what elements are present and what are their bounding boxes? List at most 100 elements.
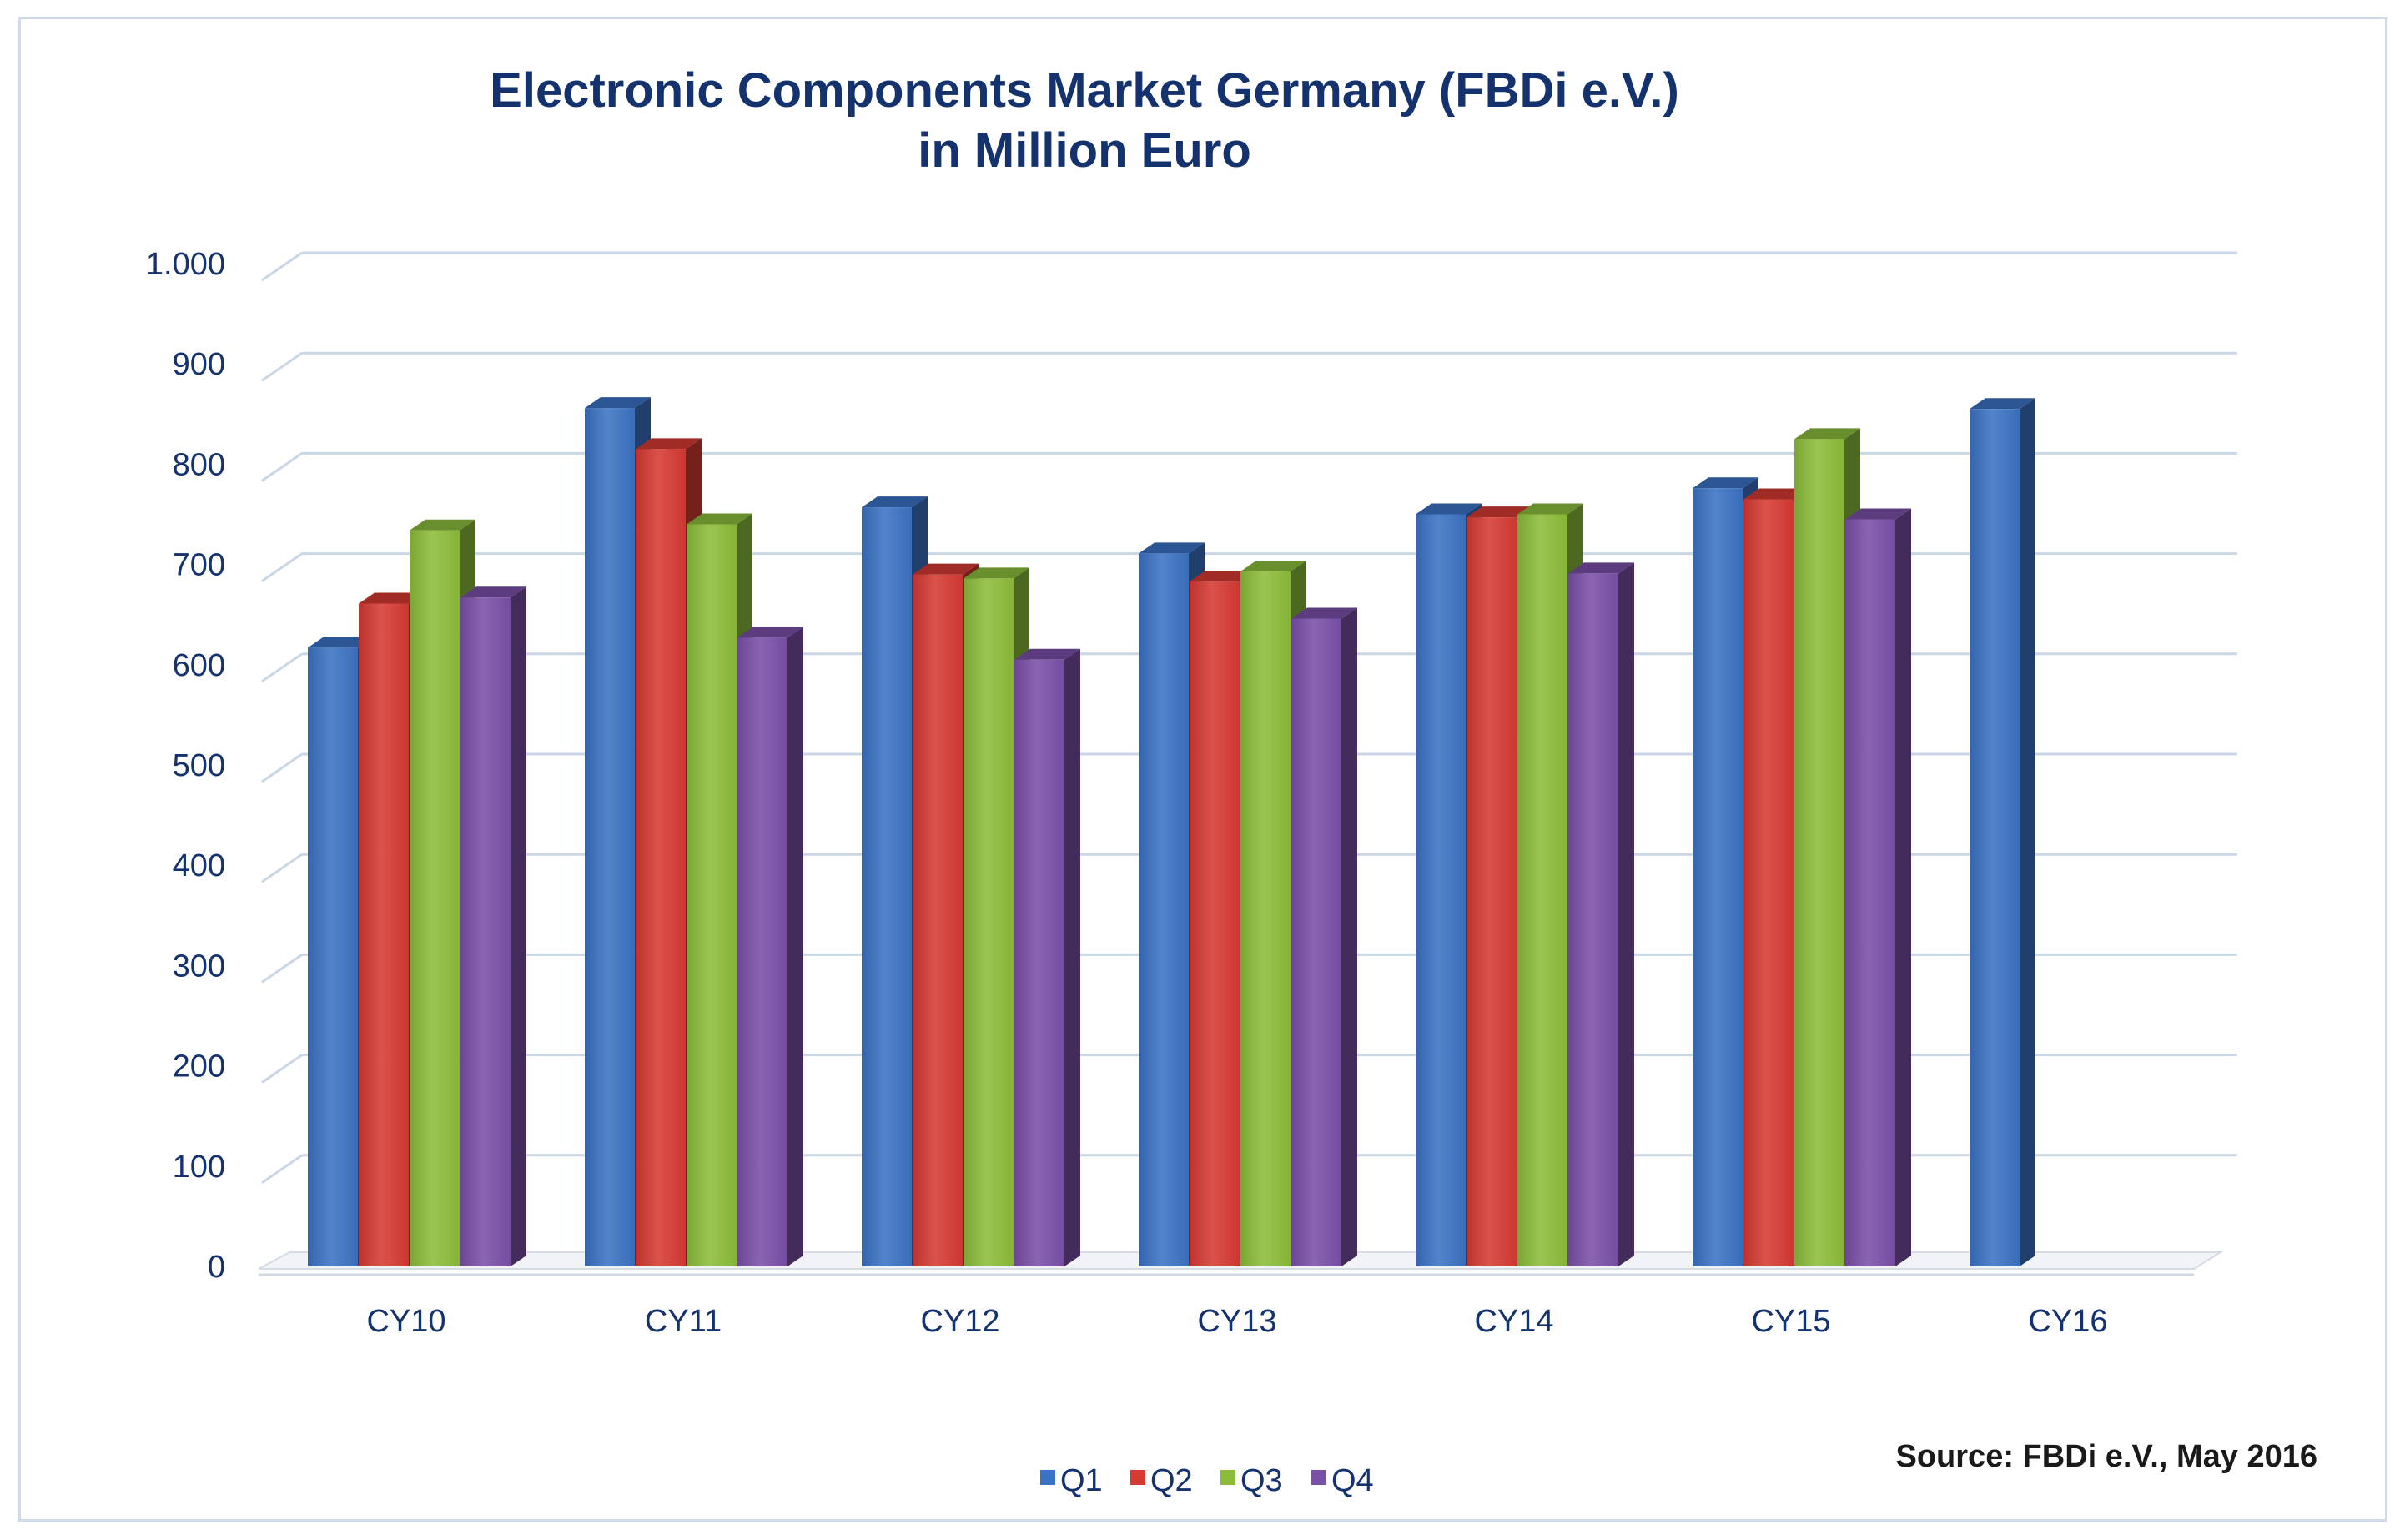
gridline-side (261, 351, 303, 382)
bar-top (1291, 607, 1357, 619)
x-category-label: CY10 (366, 1304, 445, 1339)
legend-item-q2: Q2 (1130, 1463, 1193, 1498)
x-category-label: CY14 (1474, 1304, 1553, 1339)
gridline-side (261, 1054, 303, 1084)
legend-label: Q1 (1060, 1463, 1103, 1498)
bar-front (913, 574, 963, 1266)
gridline-side (261, 752, 303, 783)
legend-item-q3: Q3 (1220, 1463, 1283, 1498)
y-tick-label: 100 (173, 1150, 225, 1185)
bar-top (1568, 562, 1634, 574)
bar-top (913, 563, 979, 575)
bar-top (1240, 561, 1306, 572)
bar-side (1895, 508, 1911, 1266)
gridline-side (261, 552, 303, 582)
legend-item-q4: Q4 (1311, 1463, 1374, 1498)
bar-q4-cy14 (1568, 562, 1634, 1266)
bar-front (359, 603, 409, 1266)
bar-front (862, 507, 912, 1266)
gridline-side (261, 652, 303, 683)
bars (308, 397, 2035, 1266)
bar-front (1190, 581, 1240, 1266)
bar-side (1341, 607, 1357, 1266)
bar-front (1240, 571, 1291, 1266)
bar-front (1970, 409, 2020, 1266)
bar-front (687, 524, 737, 1266)
y-tick-label: 0 (208, 1250, 225, 1285)
legend-label: Q4 (1331, 1463, 1374, 1498)
bar-top (359, 592, 425, 604)
bar-top (308, 637, 374, 648)
bar-top (1416, 503, 1482, 515)
bar-top (862, 496, 928, 508)
bar-top (1794, 428, 1860, 440)
bar-top (460, 586, 526, 598)
bar-front (1794, 439, 1844, 1266)
gridline-side (261, 1154, 303, 1185)
bar-top (1845, 508, 1911, 520)
bar-top (737, 627, 803, 638)
x-category-label: CY15 (1751, 1304, 1830, 1339)
legend-label: Q2 (1150, 1463, 1193, 1498)
y-tick-label: 1.000 (146, 247, 225, 282)
bar-front (636, 449, 686, 1266)
bar-front (737, 637, 787, 1266)
bar-front (1467, 517, 1517, 1266)
x-category-label: CY13 (1197, 1304, 1276, 1339)
bar-front (1139, 553, 1189, 1266)
chart-title-line-2: in Million Euro (918, 123, 1251, 178)
bar-side (1064, 648, 1080, 1266)
bar-top (1970, 398, 2035, 410)
legend-swatch (1220, 1470, 1235, 1485)
bar-top (1190, 571, 1255, 582)
bar-front (1416, 514, 1466, 1266)
y-tick-label: 200 (173, 1049, 225, 1085)
bar-top (1517, 503, 1583, 515)
bar-top (585, 397, 651, 409)
bar-top (636, 438, 702, 450)
y-tick-label: 300 (173, 949, 225, 984)
bar-front (964, 578, 1014, 1266)
x-category-label: CY11 (645, 1304, 722, 1339)
legend-swatch (1311, 1470, 1326, 1485)
y-tick-label: 900 (173, 347, 225, 382)
bar-top (964, 567, 1029, 579)
bar-front (308, 647, 358, 1266)
y-axis-tick-labels: 0 100 200 300 400 500 600 700 800 900 1.000 (146, 247, 225, 1285)
y-tick-label: 800 (173, 447, 225, 482)
bar-side (2020, 398, 2035, 1266)
bar-side (1618, 562, 1634, 1266)
x-category-label: CY12 (920, 1304, 999, 1339)
bar-q4-cy12 (1014, 648, 1080, 1266)
bar-top (1014, 648, 1080, 660)
bar-top (1743, 488, 1809, 500)
bar-front (1743, 499, 1794, 1266)
gridline-side (261, 452, 303, 482)
bar-q1-cy16 (1970, 398, 2035, 1266)
y-tick-label: 700 (173, 548, 225, 583)
y-tick-label: 500 (173, 748, 225, 783)
legend-item-q1: Q1 (1040, 1463, 1103, 1498)
bar-front (585, 408, 635, 1266)
bar-front (1291, 618, 1341, 1266)
bar-q4-cy10 (460, 586, 526, 1266)
bar-front (1014, 659, 1064, 1266)
x-axis-category-labels: CY10 CY11 CY12 CY13 CY14 CY15 CY16 (366, 1304, 2107, 1339)
bar-side (511, 586, 526, 1266)
bar-top (687, 513, 752, 525)
source-note: Source: FBDi e.V., May 2016 (1896, 1439, 2318, 1474)
legend: Q1 Q2 Q3 Q4 (1040, 1463, 1374, 1498)
gridline-side (261, 954, 303, 984)
bar-top (1139, 542, 1205, 554)
bar-q4-cy11 (737, 627, 803, 1266)
bar-front (460, 597, 511, 1266)
bar-front (1845, 519, 1895, 1266)
legend-swatch (1040, 1470, 1055, 1485)
chart-title-line-1: Electronic Components Market Germany (FB… (490, 63, 1679, 118)
bar-side (787, 627, 803, 1266)
gridline-side (261, 853, 303, 883)
legend-label: Q3 (1240, 1463, 1283, 1498)
y-tick-label: 400 (173, 848, 225, 883)
bar-top (410, 519, 475, 531)
